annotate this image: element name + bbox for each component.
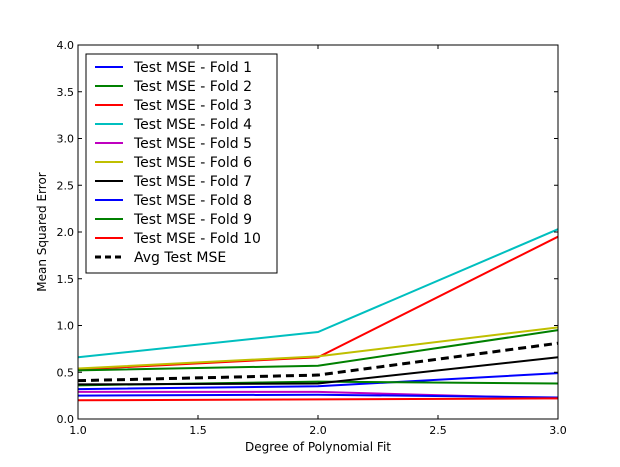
- legend-label-10: Test MSE - Fold 10: [133, 231, 261, 247]
- y-tick-label: 3.0: [57, 133, 75, 146]
- series-layer: [77, 228, 559, 402]
- legend-label-1: Test MSE - Fold 1: [133, 60, 252, 76]
- legend-box: [85, 53, 278, 274]
- y-tick-label: 2.0: [57, 226, 75, 239]
- series-line-6: [77, 326, 559, 370]
- y-tick-label: 0.5: [57, 366, 75, 379]
- legend-label-2: Test MSE - Fold 2: [133, 79, 252, 95]
- legend-label-3: Test MSE - Fold 3: [133, 98, 252, 114]
- legend-label-5: Test MSE - Fold 5: [133, 136, 252, 152]
- series-line-4: [77, 228, 559, 359]
- y-axis-label: Mean Squared Error: [35, 172, 49, 292]
- legend-label-7: Test MSE - Fold 7: [133, 174, 252, 190]
- y-tick-label: 2.5: [57, 179, 75, 192]
- y-tick-label: 3.5: [57, 86, 75, 99]
- legend-label-4: Test MSE - Fold 4: [133, 117, 252, 133]
- series-line-11: [77, 341, 559, 383]
- x-tick-label: 2.0: [309, 424, 327, 437]
- series-line-10: [77, 397, 559, 402]
- x-tick-label: 1.5: [189, 424, 207, 437]
- legend-label-6: Test MSE - Fold 6: [133, 155, 252, 171]
- y-tick-label: 1.5: [57, 273, 75, 286]
- series-line-8: [77, 393, 559, 399]
- series-line-9: [77, 329, 559, 372]
- y-tick-label: 0.0: [57, 413, 75, 426]
- series-line-1: [77, 372, 559, 391]
- y-tick-label: 4.0: [57, 39, 75, 52]
- x-axis-label: Degree of Polynomial Fit: [245, 440, 391, 454]
- legend-label-9: Test MSE - Fold 9: [133, 212, 252, 228]
- x-tick-label: 2.5: [429, 424, 447, 437]
- legend-label-8: Test MSE - Fold 8: [133, 193, 252, 209]
- y-tick-label: 1.0: [57, 320, 75, 333]
- legend: Test MSE - Fold 1 Test MSE - Fold 2 Test M…: [85, 53, 278, 274]
- plot-frame: [77, 44, 559, 420]
- ticks-layer: 1.0 1.5 2.0 2.5 3.0 0.0 0.5 1.0 1.5 2.0 2.5 3.0 3.5 4…: [57, 39, 567, 437]
- series-line-7: [77, 356, 559, 386]
- x-tick-label: 1.0: [69, 424, 87, 437]
- legend-label-11: Avg Test MSE: [134, 250, 226, 266]
- x-tick-label: 3.0: [549, 424, 567, 437]
